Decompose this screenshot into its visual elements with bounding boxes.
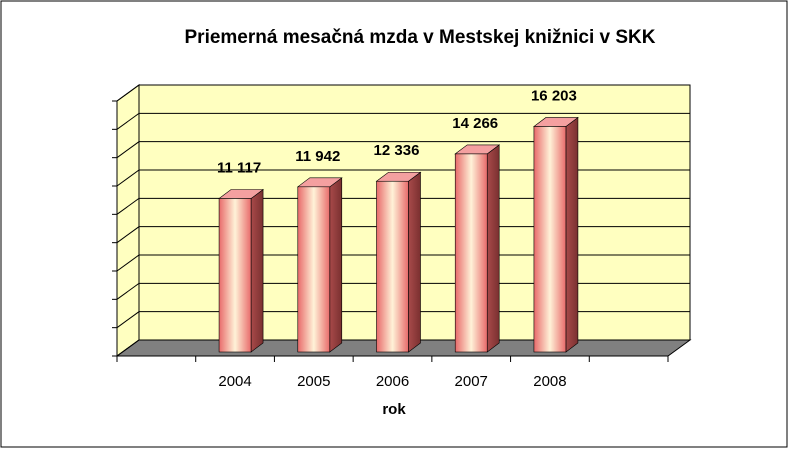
grid-line <box>116 311 690 329</box>
x-tick-label: 2004 <box>218 373 251 390</box>
bar-side <box>329 177 343 353</box>
bar-side <box>250 188 264 353</box>
bar-side <box>565 116 579 353</box>
chart-title: Priemerná mesačná mzda v Mestskej knižni… <box>185 27 656 48</box>
data-label: 11 117 <box>217 159 261 176</box>
bar-side <box>486 144 500 353</box>
grid-line <box>116 112 690 130</box>
x-tick-label: 2007 <box>455 373 488 390</box>
grid-line <box>116 169 690 187</box>
bar <box>533 126 567 353</box>
data-label: 11 942 <box>295 148 340 165</box>
grid-line <box>116 254 690 272</box>
grid-line <box>116 84 690 102</box>
grid-line <box>116 226 690 244</box>
grid-line <box>116 339 690 357</box>
x-tick-label: 2005 <box>297 373 330 390</box>
x-tick-label: 2006 <box>376 373 409 390</box>
x-axis-label: rok <box>382 401 406 418</box>
grid-line <box>116 282 690 300</box>
bar-side <box>408 171 421 353</box>
grid-line <box>116 141 690 159</box>
x-tick-label: 2008 <box>533 373 566 390</box>
bar <box>376 180 409 353</box>
data-label: 14 266 <box>452 115 498 132</box>
data-label: 12 336 <box>374 142 420 159</box>
bar <box>218 198 252 353</box>
bar <box>454 153 488 353</box>
bar <box>297 186 331 353</box>
data-label: 16 203 <box>531 87 577 104</box>
grid-line <box>116 197 690 215</box>
side-wall <box>116 84 140 357</box>
